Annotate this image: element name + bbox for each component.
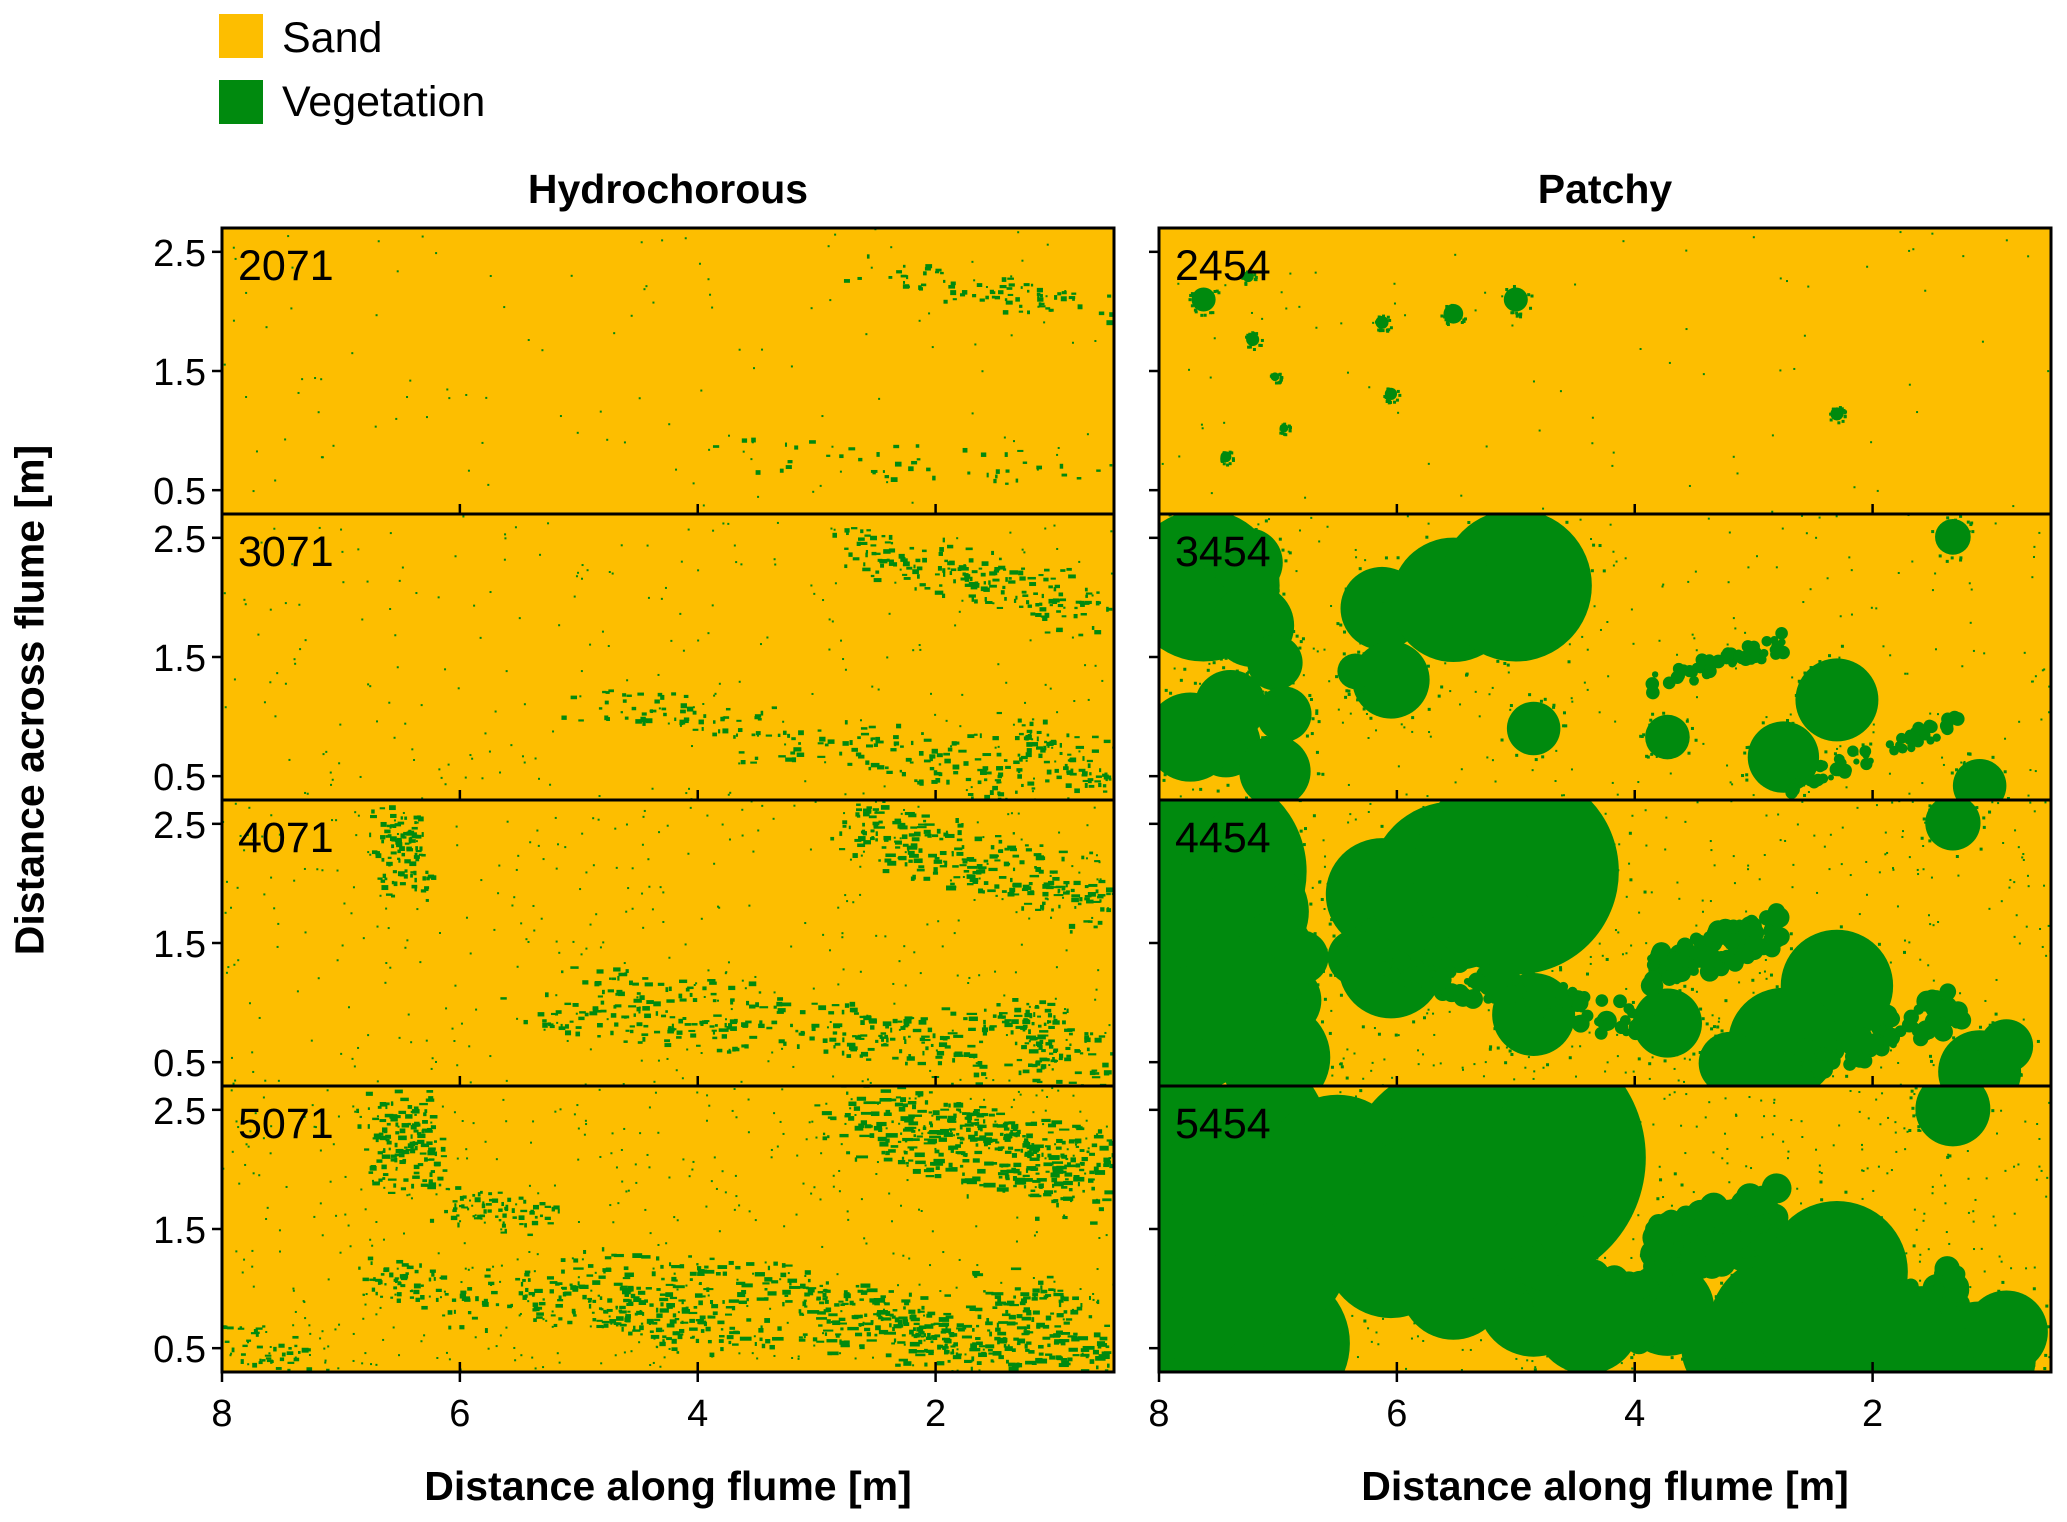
x-tick-label: 6 — [449, 1393, 470, 1435]
panel-5454: 5454 — [1157, 1084, 2053, 1374]
legend-swatch-sand — [219, 14, 263, 58]
y-tick-label: 1.5 — [153, 352, 206, 394]
vegetation-cover — [1161, 231, 2050, 513]
x-tick-label: 8 — [1148, 1393, 1169, 1435]
vegetation-cover — [222, 800, 1114, 1086]
legend-label-vegetation: Vegetation — [282, 78, 486, 126]
x-axis-title-right: Distance along flume [m] — [1361, 1463, 1849, 1509]
column-title-patchy: Patchy — [1537, 166, 1673, 212]
y-tick-label: 2.5 — [153, 233, 206, 275]
panel-label: 5071 — [238, 1100, 334, 1148]
y-tick-label: 1.5 — [153, 924, 206, 966]
vegetation-cover — [222, 1086, 1114, 1372]
y-tick-label: 2.5 — [153, 1091, 206, 1133]
panel-label: 5454 — [1175, 1100, 1271, 1148]
panel-label: 2454 — [1175, 242, 1271, 290]
panel-3071: 3071 — [220, 512, 1116, 802]
legend-swatch-vegetation — [219, 80, 263, 124]
y-tick-label: 0.5 — [153, 1329, 206, 1371]
x-tick-label: 4 — [1624, 1393, 1645, 1435]
vegetation-cover — [223, 228, 1114, 507]
sand-background — [1159, 228, 2051, 514]
x-axis-title-left: Distance along flume [m] — [424, 1463, 912, 1509]
x-tick-label: 2 — [1862, 1393, 1883, 1435]
vegetation-cover — [223, 515, 1114, 800]
vegetation-cover — [1159, 800, 2051, 1086]
y-tick-label: 0.5 — [153, 471, 206, 513]
panel-5071: 5071 — [220, 1084, 1116, 1374]
panel-2454: 2454 — [1157, 226, 2053, 516]
panel-label: 3071 — [238, 528, 334, 576]
panel-4454: 4454 — [1157, 798, 2053, 1088]
y-tick-label: 0.5 — [153, 1043, 206, 1085]
sand-background — [222, 800, 1114, 1086]
y-tick-label: 1.5 — [153, 638, 206, 680]
y-tick-label: 0.5 — [153, 757, 206, 799]
panel-label: 4071 — [238, 814, 334, 862]
y-tick-label: 2.5 — [153, 519, 206, 561]
vegetation-cover — [1159, 514, 2051, 800]
panel-4071: 4071 — [220, 798, 1116, 1088]
x-tick-label: 8 — [211, 1393, 232, 1435]
x-tick-label: 2 — [925, 1393, 946, 1435]
x-tick-label: 6 — [1386, 1393, 1407, 1435]
y-tick-label: 2.5 — [153, 805, 206, 847]
y-tick-label: 1.5 — [153, 1210, 206, 1252]
legend-label-sand: Sand — [282, 14, 383, 62]
panel-label: 2071 — [238, 242, 334, 290]
column-title-hydrochorous: Hydrochorous — [527, 166, 809, 212]
x-tick-label: 4 — [687, 1393, 708, 1435]
panel-label: 4454 — [1175, 814, 1271, 862]
panel-2071: 2071 — [220, 226, 1116, 516]
vegetation-cover — [1159, 1086, 2051, 1372]
panel-label: 3454 — [1175, 528, 1271, 576]
panel-3454: 3454 — [1157, 512, 2053, 802]
sand-background — [222, 514, 1114, 800]
sand-background — [222, 228, 1114, 514]
